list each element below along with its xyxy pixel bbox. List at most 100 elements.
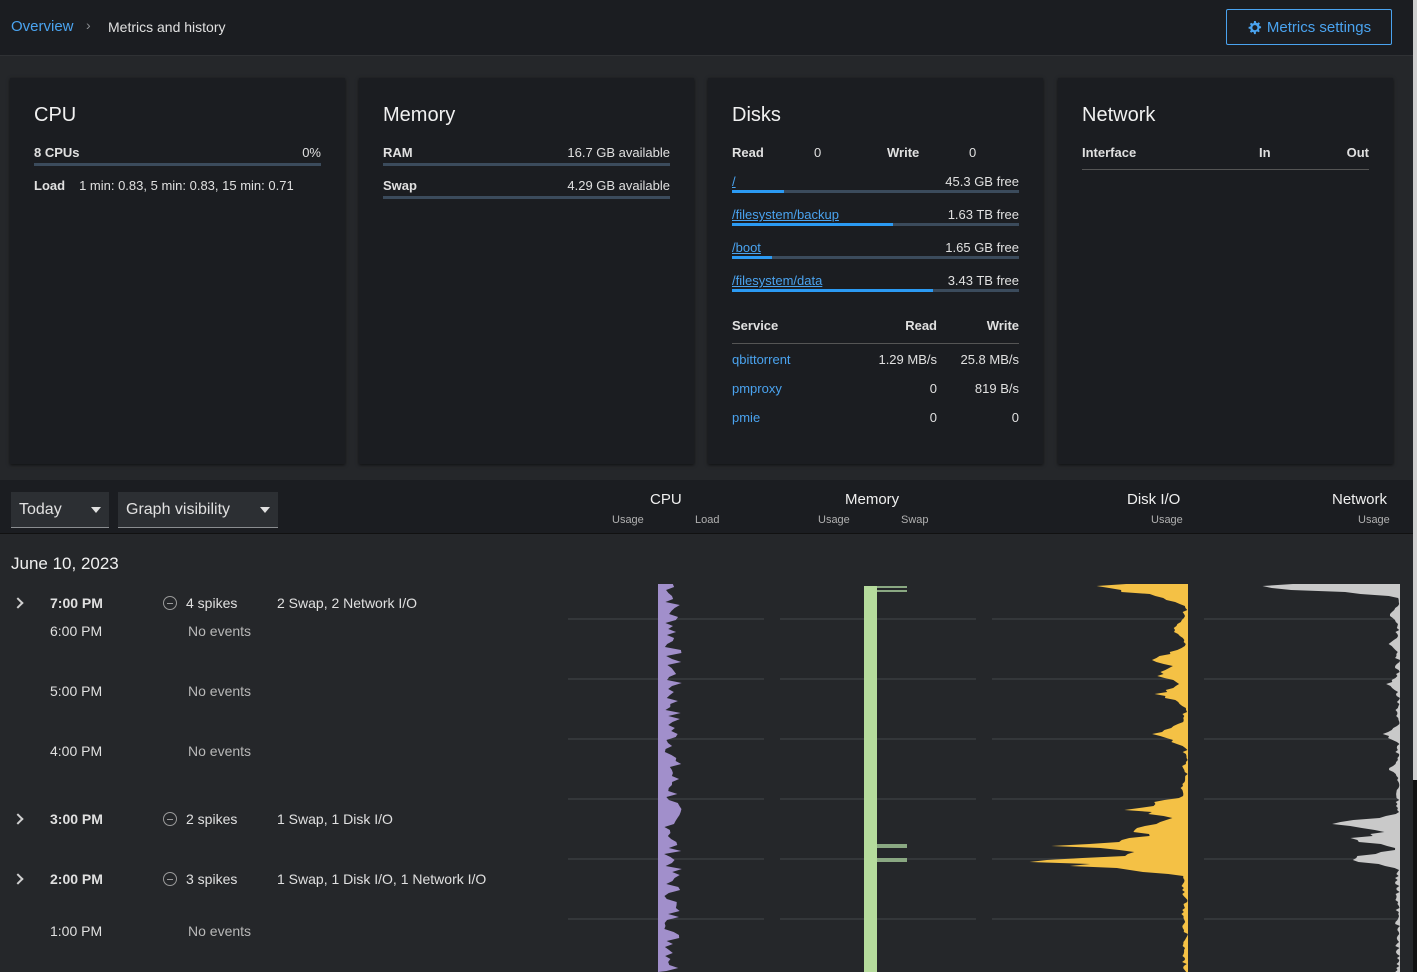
ram-value: 16.7 GB available — [567, 145, 670, 160]
cpu-card: CPU 8 CPUs 0% Load 1 min: 0.83, 5 min: 0… — [10, 78, 345, 464]
disk-usage-bar-fill — [732, 190, 784, 193]
cpu-usage-value: 0% — [302, 145, 321, 160]
memory-swap-sub: Swap — [901, 514, 929, 526]
metrics-settings-label: Metrics settings — [1266, 18, 1372, 36]
disks-card: Disks Read 0 Write 0 / 45.3 GB free /fil… — [708, 78, 1043, 464]
service-link[interactable]: qbittorrent — [732, 352, 791, 367]
spike-icon — [163, 812, 177, 826]
metrics-settings-button[interactable]: Metrics settings — [1226, 9, 1392, 45]
graph-visibility-dropdown[interactable]: Graph visibility — [118, 492, 278, 528]
disk-mount-row: /filesystem/data 3.43 TB free — [732, 273, 1019, 306]
interface-col-header: Interface — [1082, 145, 1137, 160]
ram-bar — [383, 163, 670, 166]
network-table-header: Interface In Out — [1082, 145, 1369, 170]
disk-usage-bar-fill — [732, 289, 933, 292]
swap-spike — [877, 590, 907, 592]
swap-spike — [877, 858, 907, 862]
disk-mount-link[interactable]: /filesystem/backup — [732, 207, 839, 222]
disk-usage-bar — [732, 256, 1019, 259]
history-toolbar: Today Graph visibility CPU Usage Load Me… — [0, 480, 1413, 534]
disk-mount-row: / 45.3 GB free — [732, 174, 1019, 207]
breadcrumb-separator-icon: › — [86, 17, 91, 33]
disk-io-usage-sub: Usage — [1151, 514, 1183, 526]
hour-spike-detail: 1 Swap, 1 Disk I/O, 1 Network I/O — [277, 871, 487, 887]
service-table-header: Service Read Write — [732, 318, 1019, 344]
hour-no-events: No events — [188, 683, 252, 699]
chevron-right-icon[interactable] — [12, 597, 24, 609]
hour-time: 5:00 PM — [50, 683, 103, 699]
network-title: Network — [1082, 104, 1156, 126]
cpu-load-value: 1 min: 0.83, 5 min: 0.83, 15 min: 0.71 — [79, 178, 294, 193]
hour-spikes: 3 spikes — [186, 871, 238, 887]
disk-free-value: 3.43 TB free — [947, 273, 1019, 288]
hour-spikes: 4 spikes — [186, 595, 238, 611]
hour-time: 1:00 PM — [50, 923, 103, 939]
service-table-body: qbittorrent 1.29 MB/s 25.8 MB/s pmproxy 0… — [732, 345, 1019, 432]
caret-down-icon — [260, 506, 270, 513]
page-header: Overview › Metrics and history Metrics s… — [0, 0, 1413, 56]
hour-spike-detail: 2 Swap, 2 Network I/O — [277, 595, 418, 611]
hour-time: 4:00 PM — [50, 743, 103, 759]
disk-free-value: 1.63 TB free — [947, 207, 1019, 222]
hour-time: 2:00 PM — [50, 871, 103, 887]
memory-usage-sub: Usage — [818, 514, 850, 526]
chevron-right-icon[interactable] — [12, 813, 24, 825]
cpu-usage-row: 8 CPUs 0% — [34, 145, 321, 178]
hour-spike-detail: 1 Swap, 1 Disk I/O — [277, 811, 393, 827]
disk-mount-row: /filesystem/backup 1.63 TB free — [732, 207, 1019, 240]
service-read-value: 0 — [929, 381, 937, 396]
disk-mount-link[interactable]: / — [732, 174, 736, 189]
ram-row: RAM 16.7 GB available — [383, 145, 670, 178]
breadcrumb-overview-link[interactable]: Overview — [11, 18, 74, 35]
service-row: pmproxy 0 819 B/s — [732, 374, 1019, 403]
cpu-count: 8 CPUs — [34, 145, 80, 160]
time-range-label: Today — [19, 500, 62, 518]
network-card: Network Interface In Out — [1058, 78, 1393, 464]
spike-icon — [163, 596, 177, 610]
memory-column-title: Memory — [845, 491, 900, 508]
time-range-dropdown[interactable]: Today — [11, 492, 109, 528]
service-read-value: 1.29 MB/s — [878, 352, 937, 367]
service-write-value: 819 B/s — [974, 381, 1019, 396]
disk-mount-link[interactable]: /boot — [732, 240, 761, 255]
disk-mount-link[interactable]: /filesystem/data — [732, 273, 823, 288]
graph-visibility-label: Graph visibility — [126, 500, 231, 518]
memory-usage-bar — [864, 586, 877, 972]
swap-label: Swap — [383, 178, 417, 193]
in-col-header: In — [1259, 145, 1271, 160]
memory-card: Memory RAM 16.7 GB available Swap 4.29 G… — [359, 78, 694, 464]
service-row: pmie 0 0 — [732, 403, 1019, 432]
service-write-value: 0 — [1011, 410, 1019, 425]
cpu-usage-bar — [34, 163, 321, 166]
disk-free-value: 1.65 GB free — [945, 240, 1019, 255]
timeline-date: June 10, 2023 — [11, 554, 119, 573]
read-col-header: Read — [905, 318, 937, 333]
service-write-value: 25.8 MB/s — [960, 352, 1019, 367]
gear-icon — [1248, 20, 1261, 34]
disk-mount-row: /boot 1.65 GB free — [732, 240, 1019, 273]
scrollbar-thumb[interactable] — [1413, 780, 1417, 972]
disk-io-area — [1029, 584, 1188, 972]
cpu-load-row: Load 1 min: 0.83, 5 min: 0.83, 15 min: 0… — [34, 178, 321, 193]
service-read-value: 0 — [929, 410, 937, 425]
hour-time: 3:00 PM — [50, 811, 103, 827]
disk-rw-summary: Read 0 Write 0 — [732, 145, 1019, 174]
service-link[interactable]: pmproxy — [732, 381, 782, 396]
cpu-usage-area — [658, 584, 682, 972]
disk-read-label: Read — [732, 145, 764, 160]
hour-spikes: 2 spikes — [186, 811, 238, 827]
swap-row: Swap 4.29 GB available — [383, 178, 670, 211]
swap-spike — [877, 844, 907, 848]
disk-read-value: 0 — [814, 145, 822, 160]
service-row: qbittorrent 1.29 MB/s 25.8 MB/s — [732, 345, 1019, 374]
disk-write-label: Write — [887, 145, 920, 160]
cpu-title: CPU — [34, 104, 77, 126]
spike-icon — [163, 872, 177, 886]
scrollbar[interactable] — [1413, 0, 1417, 972]
disk-mounts-list: / 45.3 GB free /filesystem/backup 1.63 T… — [732, 174, 1019, 306]
disks-title: Disks — [732, 104, 781, 126]
swap-value: 4.29 GB available — [567, 178, 670, 193]
chevron-right-icon[interactable] — [12, 873, 24, 885]
network-usage-sub: Usage — [1358, 514, 1390, 526]
service-link[interactable]: pmie — [732, 410, 761, 425]
